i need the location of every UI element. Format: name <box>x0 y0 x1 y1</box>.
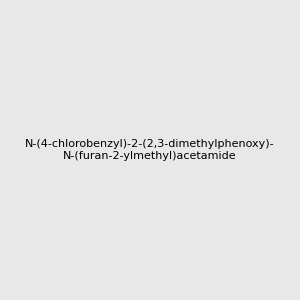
Text: N-(4-chlorobenzyl)-2-(2,3-dimethylphenoxy)-
N-(furan-2-ylmethyl)acetamide: N-(4-chlorobenzyl)-2-(2,3-dimethylphenox… <box>25 139 275 161</box>
